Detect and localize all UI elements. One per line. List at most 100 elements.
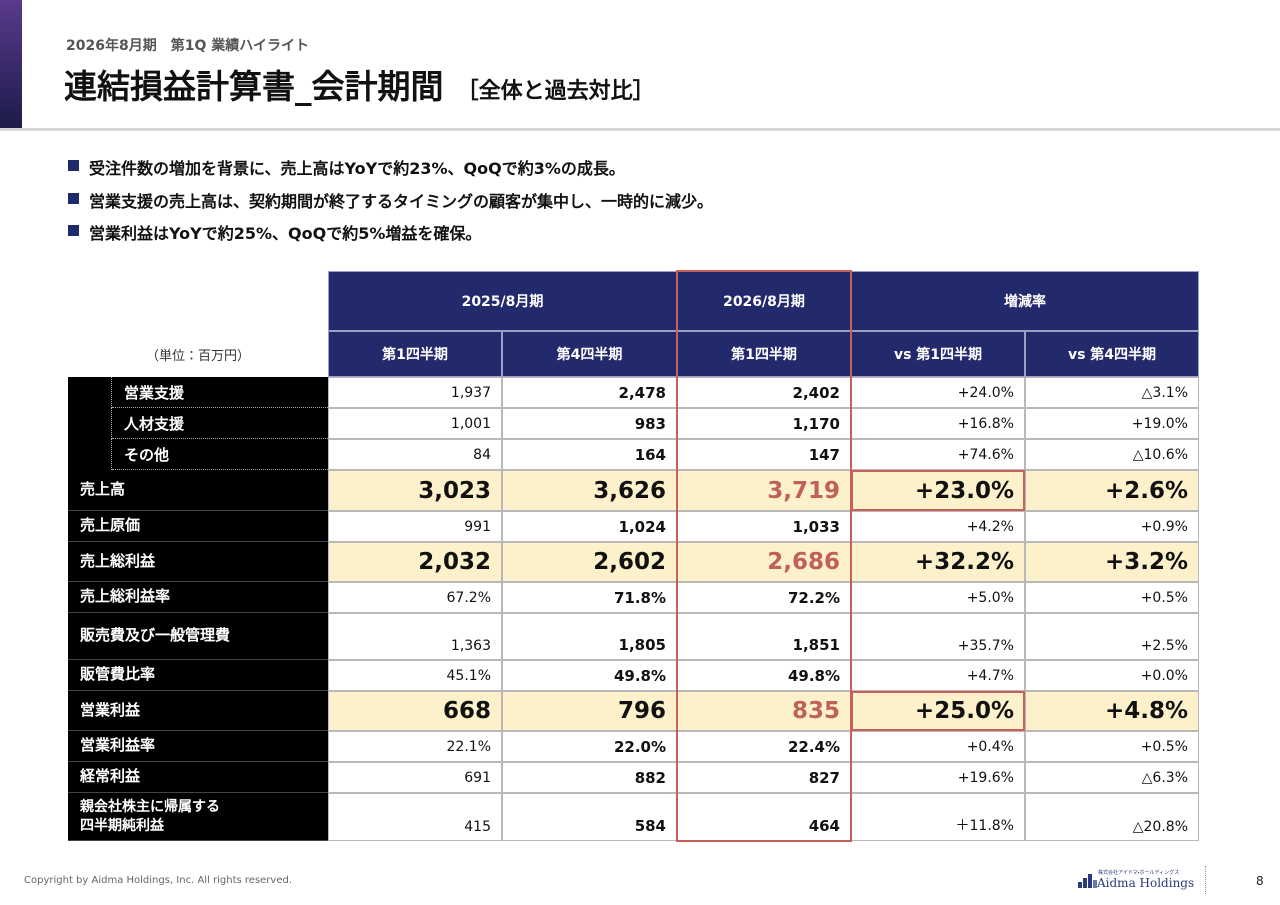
table-cell: 835 <box>677 691 851 731</box>
table-cell: △6.3% <box>1025 762 1199 793</box>
row-label-indent <box>68 408 112 439</box>
table-cell: 827 <box>677 762 851 793</box>
row-label: 営業支援 <box>112 377 328 408</box>
row-label: その他 <box>112 439 328 470</box>
row-label: 親会社株主に帰属する 四半期純利益 <box>68 793 328 841</box>
table-cell: 1,033 <box>677 511 851 542</box>
table-cell: 3,023 <box>328 470 502 511</box>
table-cell: △20.8% <box>1025 793 1199 841</box>
table-cell: △3.1% <box>1025 377 1199 408</box>
table-cell: 1,001 <box>328 408 502 439</box>
column-header: 第4四半期 <box>502 331 677 377</box>
table-cell: +0.5% <box>1025 582 1199 613</box>
bullet-text: 営業利益はYoYで約25%、QoQで約5%増益を確保。 <box>89 224 482 243</box>
row-label: 売上総利益率 <box>68 582 328 613</box>
table-cell: +0.9% <box>1025 511 1199 542</box>
table-cell: 2,686 <box>677 542 851 582</box>
table-cell: +74.6% <box>851 439 1025 470</box>
table-cell: 164 <box>502 439 677 470</box>
table-cell: 2,032 <box>328 542 502 582</box>
row-label: 営業利益率 <box>68 731 328 762</box>
table-cell: 1,937 <box>328 377 502 408</box>
table-cell: 22.0% <box>502 731 677 762</box>
table-cell: 1,851 <box>677 613 851 660</box>
bullet-marker <box>68 225 79 236</box>
table-cell: +4.8% <box>1025 691 1199 731</box>
page-number: 8 <box>1256 874 1264 888</box>
row-label: 人材支援 <box>112 408 328 439</box>
row-label: 販管費比率 <box>68 660 328 691</box>
title-wrap: 連結損益計算書_会計期間 ［全体と過去対比］ <box>64 60 655 108</box>
group-header: 増減率 <box>851 271 1199 331</box>
table-cell: +4.2% <box>851 511 1025 542</box>
table-cell: +32.2% <box>851 542 1025 582</box>
table-cell: +2.5% <box>1025 613 1199 660</box>
table-cell: +5.0% <box>851 582 1025 613</box>
table-cell: 67.2% <box>328 582 502 613</box>
table-cell: 49.8% <box>502 660 677 691</box>
bullet-marker <box>68 192 79 204</box>
table-cell: 45.1% <box>328 660 502 691</box>
table-cell: +3.2% <box>1025 542 1199 582</box>
table-cell: 1,805 <box>502 613 677 660</box>
footer-divider <box>1205 866 1206 894</box>
row-label: 売上総利益 <box>68 542 328 582</box>
subtitle: 2026年8月期 第1Q 業績ハイライト <box>66 38 309 54</box>
column-header: vs 第1四半期 <box>851 331 1025 377</box>
copyright: Copyright by Aidma Holdings, Inc. All ri… <box>24 875 293 886</box>
table-cell: 991 <box>328 511 502 542</box>
table-cell: 84 <box>328 439 502 470</box>
table-cell: 147 <box>677 439 851 470</box>
table-cell: 71.8% <box>502 582 677 613</box>
table-cell: 3,626 <box>502 470 677 511</box>
table-cell: 72.2% <box>677 582 851 613</box>
logo-text: Aidma Holdings <box>1097 876 1195 890</box>
table-cell: 983 <box>502 408 677 439</box>
unit-label: （単位：百万円） <box>145 348 250 364</box>
table-cell: 668 <box>328 691 502 731</box>
table-cell: 2,402 <box>677 377 851 408</box>
title: 連結損益計算書_会計期間 <box>64 67 444 106</box>
table-cell: 1,024 <box>502 511 677 542</box>
group-header: 2026/8月期 <box>677 271 851 331</box>
header-rule <box>0 128 1280 131</box>
table-cell: 415 <box>328 793 502 841</box>
row-label: 売上高 <box>68 470 328 511</box>
table-cell: 464 <box>677 793 851 841</box>
table-cell: +19.6% <box>851 762 1025 793</box>
row-label: 販売費及び一般管理費 <box>68 613 328 660</box>
table-cell: +4.7% <box>851 660 1025 691</box>
bullet-text: 営業支援の売上高は、契約期間が終了するタイミングの顧客が集中し、一時的に減少。 <box>89 191 714 211</box>
row-label: 経常利益 <box>68 762 328 793</box>
table-cell: +0.4% <box>851 731 1025 762</box>
table-cell: 2,478 <box>502 377 677 408</box>
group-header: 2025/8月期 <box>328 271 677 331</box>
table-cell: 22.1% <box>328 731 502 762</box>
row-label-indent <box>68 377 112 408</box>
table-cell: 796 <box>502 691 677 731</box>
table-cell: +35.7% <box>851 613 1025 660</box>
row-label: 営業利益 <box>68 691 328 731</box>
cell-highlight-frame <box>851 470 1025 511</box>
table-cell: 3,719 <box>677 470 851 511</box>
bullet-marker <box>68 160 79 171</box>
table-cell: +2.6% <box>1025 470 1199 511</box>
table-cell: 1,363 <box>328 613 502 660</box>
table-cell: 2,602 <box>502 542 677 582</box>
bullet-text: 受注件数の増加を背景に、売上高はYoYで約23%、QoQで約3%の成長。 <box>89 159 625 178</box>
row-label-indent <box>68 439 112 470</box>
table-cell: +0.5% <box>1025 731 1199 762</box>
logo-icon <box>1078 874 1097 888</box>
cell-highlight-frame <box>851 691 1025 731</box>
table-cell: 691 <box>328 762 502 793</box>
accent-bar <box>0 0 22 128</box>
current-column-frame <box>676 270 852 842</box>
table-cell: +0.0% <box>1025 660 1199 691</box>
table-cell: 584 <box>502 793 677 841</box>
title-suffix: ［全体と過去対比］ <box>456 79 655 104</box>
table-cell: 882 <box>502 762 677 793</box>
row-label: 売上原価 <box>68 511 328 542</box>
table-cell: +24.0% <box>851 377 1025 408</box>
column-header: 第1四半期 <box>677 331 851 377</box>
